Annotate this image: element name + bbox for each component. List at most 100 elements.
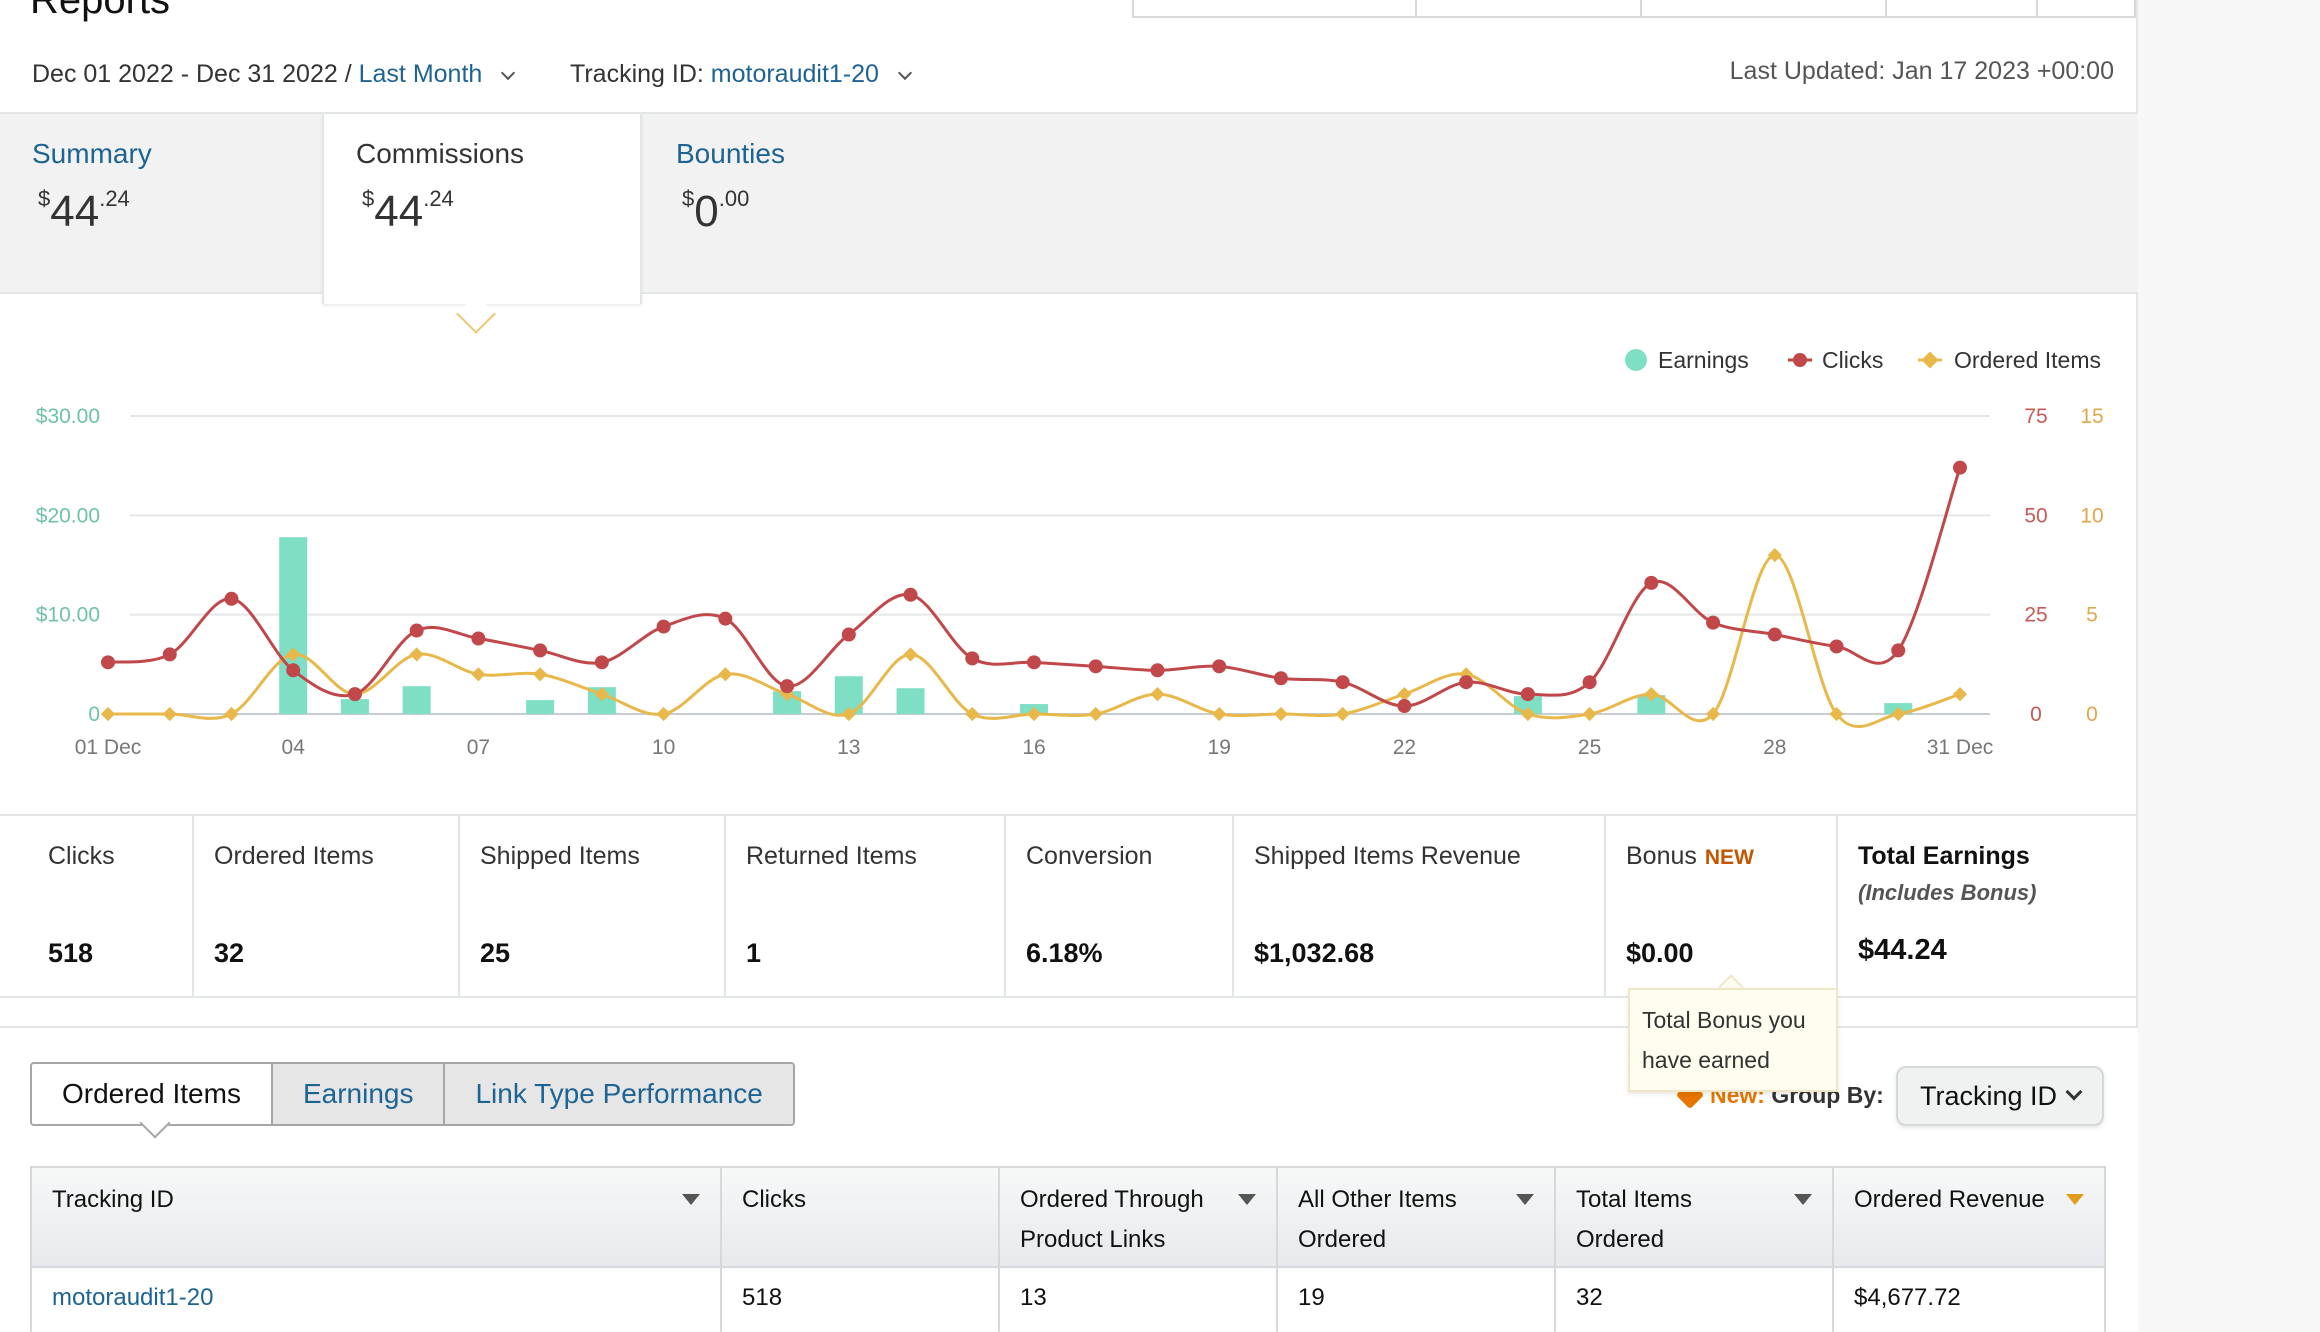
y-left-tick-label: 0 <box>88 703 100 726</box>
top-tab-3[interactable] <box>1642 0 1887 16</box>
stat-label: Conversion <box>1026 842 1153 870</box>
sort-icon <box>1238 1194 1256 1205</box>
top-tab-1[interactable] <box>1134 0 1417 16</box>
tab-summary-label: Summary <box>32 138 152 169</box>
ordered-items-point <box>1212 706 1227 722</box>
x-tick-label: 22 <box>1393 736 1416 759</box>
clicks-point <box>656 619 671 634</box>
clicks-point <box>1027 655 1041 670</box>
clicks-point <box>841 627 856 642</box>
tab-link-type-performance[interactable]: Link Type Performance <box>443 1064 793 1124</box>
stat-label: Ordered Items <box>214 842 374 870</box>
col-clicks[interactable]: Clicks <box>722 1168 1000 1266</box>
stat-sublabel: (Includes Bonus) <box>1858 880 2037 905</box>
clicks-point <box>224 591 239 606</box>
stats-bar: Clicks 518 Ordered Items 32 Shipped Item… <box>0 814 2138 998</box>
stat-value: $44.24 <box>1858 934 1947 966</box>
page-gutter <box>2138 0 2320 1332</box>
col-ordered-revenue[interactable]: Ordered Revenue <box>1834 1168 2104 1266</box>
ordered-items-point <box>1150 687 1165 702</box>
tab-bounties[interactable]: Bounties $0.00 <box>644 114 964 294</box>
tab-commissions[interactable]: Commissions $44.24 <box>322 114 642 304</box>
date-range-selector[interactable]: Dec 01 2022 - Dec 31 2022 / Last Month <box>32 60 516 89</box>
clicks-line <box>107 467 1962 708</box>
top-tab-2[interactable] <box>1417 0 1642 16</box>
chevron-down-icon <box>2065 1083 2083 1101</box>
tab-bounties-label: Bounties <box>676 138 785 169</box>
clicks-point <box>101 655 115 670</box>
clicks-point <box>1953 460 1967 475</box>
earnings-bar <box>402 686 431 714</box>
col-all-other-items[interactable]: All Other Items Ordered <box>1278 1168 1556 1266</box>
tracking-value[interactable]: motoraudit1-20 <box>710 60 879 88</box>
chevron-down-icon <box>897 65 912 81</box>
clicks-point <box>533 643 548 658</box>
new-badge: NEW <box>1704 846 1754 869</box>
x-tick-label: 07 <box>467 736 490 759</box>
stat-label: Clicks <box>48 842 115 870</box>
cell-ordered-through: 13 <box>1000 1268 1278 1332</box>
tab-summary-amount: $44.24 <box>38 186 130 236</box>
cell-clicks: 518 <box>722 1268 1000 1332</box>
stat-label: Returned Items <box>746 842 917 870</box>
clicks-point <box>1212 659 1227 674</box>
clicks-point <box>471 631 486 646</box>
legend-earnings-label: Earnings <box>1658 347 1749 373</box>
clicks-point <box>1706 615 1721 630</box>
y-right-items-tick-label: 5 <box>2086 604 2098 627</box>
tracking-id-selector[interactable]: Tracking ID: motoraudit1-20 <box>570 60 912 89</box>
bonus-tooltip: Total Bonus you have earned <box>1628 988 1838 1092</box>
tab-earnings[interactable]: Earnings <box>270 1064 444 1124</box>
stat-clicks: Clicks 518 <box>0 816 194 996</box>
y-right-clicks-tick-label: 75 <box>2024 405 2047 428</box>
x-tick-label: 31 Dec <box>1927 736 1994 759</box>
stat-label: Bonus NEW <box>1626 842 1754 870</box>
legend-earnings-icon <box>1625 349 1647 371</box>
clicks-point <box>903 587 918 602</box>
clicks-point <box>1767 627 1782 642</box>
stat-label: Total Earnings <box>1858 842 2030 870</box>
ordered-items-point <box>1891 706 1906 722</box>
stat-bonus[interactable]: Bonus NEW $0.00 <box>1606 816 1838 996</box>
top-tab-4[interactable] <box>1887 0 2039 16</box>
clicks-point <box>1644 575 1659 590</box>
period-link[interactable]: Last Month <box>358 60 483 88</box>
earnings-bar <box>340 699 369 714</box>
legend-items-icon <box>1921 351 1939 369</box>
group-by-select[interactable]: Tracking ID <box>1896 1066 2104 1126</box>
cell-tracking-id[interactable]: motoraudit1-20 <box>32 1268 722 1332</box>
stat-ordered-items: Ordered Items 32 <box>194 816 460 996</box>
last-updated: Last Updated: Jan 17 2023 +00:00 <box>1729 57 2114 85</box>
stat-label: Shipped Items <box>480 842 640 870</box>
tab-summary[interactable]: Summary $44.24 <box>0 114 322 294</box>
clicks-point <box>1150 663 1165 678</box>
clicks-point <box>1520 687 1535 702</box>
cell-ordered-revenue: $4,677.72 <box>1854 1284 1961 1311</box>
col-ordered-through[interactable]: Ordered Through Product Links <box>1000 1168 1278 1266</box>
col-total-items[interactable]: Total Items Ordered <box>1556 1168 1834 1266</box>
clicks-point <box>1459 675 1474 690</box>
stat-shipped-revenue: Shipped Items Revenue $1,032.68 <box>1234 816 1606 996</box>
x-tick-label: 19 <box>1208 736 1231 759</box>
x-tick-label: 13 <box>837 736 860 759</box>
clicks-point <box>1397 699 1412 714</box>
clicks-point <box>1582 675 1597 690</box>
stat-value: 6.18% <box>1026 938 1103 968</box>
sort-icon <box>1794 1194 1812 1205</box>
earnings-bar <box>896 688 925 714</box>
clicks-point <box>594 655 609 670</box>
top-tab-5[interactable] <box>2038 0 2134 16</box>
tab-commissions-label: Commissions <box>356 138 525 169</box>
sort-icon <box>1516 1194 1534 1205</box>
clicks-point <box>1335 675 1350 690</box>
stat-value: 518 <box>48 938 94 968</box>
col-tracking-id[interactable]: Tracking ID <box>32 1168 722 1266</box>
stat-value: 25 <box>480 938 511 968</box>
ordered-items-point <box>162 706 177 722</box>
ordered-items-point <box>656 706 671 722</box>
x-tick-label: 28 <box>1763 736 1786 759</box>
clicks-point <box>1891 643 1906 658</box>
summary-tab-band: Summary $44.24 Commissions $44.24 Bounti… <box>0 112 2138 304</box>
ordered-items-point <box>409 647 424 662</box>
